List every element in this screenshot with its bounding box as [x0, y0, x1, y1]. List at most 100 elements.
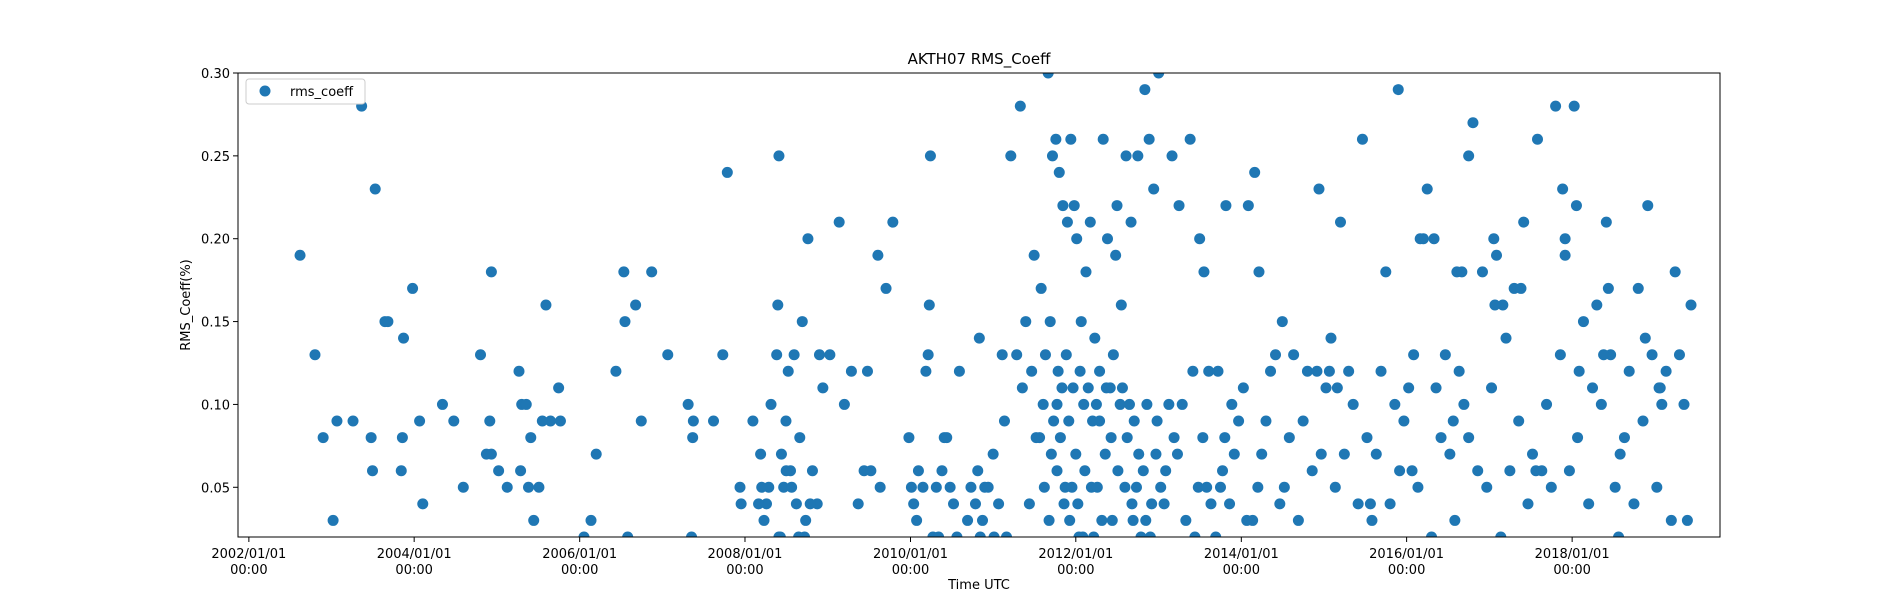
data-point [448, 415, 460, 427]
data-point [872, 249, 884, 261]
data-point [1180, 514, 1192, 526]
data-point [1669, 266, 1681, 278]
data-point [1577, 316, 1589, 328]
data-point [525, 432, 537, 444]
data-point [1051, 398, 1063, 410]
data-point [1557, 183, 1569, 195]
data-point [1587, 382, 1599, 394]
y-tick-label: 0.30 [201, 67, 230, 82]
data-point [1276, 316, 1288, 328]
data-point [1130, 481, 1142, 493]
data-point [1559, 249, 1571, 261]
data-point [774, 531, 786, 537]
data-point [1550, 100, 1562, 112]
data-point [1189, 531, 1201, 537]
data-point [756, 481, 768, 493]
data-point [1052, 365, 1064, 377]
data-point [1375, 365, 1387, 377]
data-point [1148, 183, 1160, 195]
data-point [515, 465, 527, 477]
data-point [1491, 249, 1503, 261]
data-point [1463, 432, 1475, 444]
legend: rms_coeff [245, 78, 366, 105]
data-point [1089, 332, 1101, 344]
data-point [1128, 415, 1140, 427]
data-point [1614, 448, 1626, 460]
data-point [414, 415, 426, 427]
data-point [804, 498, 816, 510]
x-axis-label: Time UTC [947, 578, 1010, 593]
data-point [436, 398, 448, 410]
data-point [861, 365, 873, 377]
data-point [1228, 448, 1240, 460]
data-point [590, 448, 602, 460]
data-point [1123, 398, 1135, 410]
x-tick-label: 2010/01/01 [873, 547, 948, 562]
data-point [1068, 200, 1080, 212]
data-point [1356, 133, 1368, 145]
data-point [1160, 465, 1172, 477]
data-point [1681, 514, 1693, 526]
data-point [1406, 465, 1418, 477]
data-point [662, 349, 674, 361]
data-point [1380, 266, 1392, 278]
data-point [1570, 200, 1582, 212]
data-point [1139, 84, 1151, 96]
data-point [1559, 233, 1571, 245]
data-point [1158, 498, 1170, 510]
data-point [1023, 498, 1035, 510]
data-point [1038, 481, 1050, 493]
data-point [778, 481, 790, 493]
data-point [1408, 349, 1420, 361]
data-point [1458, 398, 1470, 410]
data-point [708, 415, 720, 427]
data-point [1428, 233, 1440, 245]
data-point [523, 481, 535, 493]
data-point [1256, 448, 1268, 460]
data-point [1066, 481, 1078, 493]
data-point [544, 415, 556, 427]
data-point [806, 465, 818, 477]
data-point [887, 216, 899, 228]
y-axis-label: RMS_Coeff(%) [179, 259, 194, 350]
data-point [513, 365, 525, 377]
data-point [1573, 365, 1585, 377]
data-point [780, 465, 792, 477]
x-tick-label-time: 00:00 [1388, 563, 1425, 578]
data-point [619, 316, 631, 328]
data-point [1176, 398, 1188, 410]
data-point [1137, 465, 1149, 477]
data-point [1214, 481, 1226, 493]
data-point [1642, 200, 1654, 212]
data-point [936, 465, 948, 477]
data-point [1132, 150, 1144, 162]
data-point [1220, 200, 1232, 212]
data-point [788, 349, 800, 361]
legend-marker [259, 85, 271, 97]
data-point [755, 448, 767, 460]
data-point [1637, 415, 1649, 427]
data-point [536, 415, 548, 427]
plot-area-frame [237, 72, 1721, 538]
data-point [1077, 531, 1089, 537]
data-point [1039, 349, 1051, 361]
data-point [753, 498, 765, 510]
y-tick-label: 0.25 [201, 150, 230, 165]
data-point [309, 349, 321, 361]
data-point [1338, 448, 1350, 460]
data-point [1389, 398, 1401, 410]
data-point [1072, 498, 1084, 510]
data-point [1241, 514, 1253, 526]
data-point [1486, 382, 1498, 394]
data-point [747, 415, 759, 427]
x-tick-label: 2012/01/01 [1038, 547, 1113, 562]
data-point [1100, 382, 1112, 394]
data-point [1194, 233, 1206, 245]
data-point [1500, 332, 1512, 344]
data-point [1444, 448, 1456, 460]
data-point [1063, 415, 1075, 427]
data-point [1515, 282, 1527, 294]
data-point [1673, 349, 1685, 361]
legend-label: rms_coeff [290, 85, 354, 100]
data-point [824, 349, 836, 361]
